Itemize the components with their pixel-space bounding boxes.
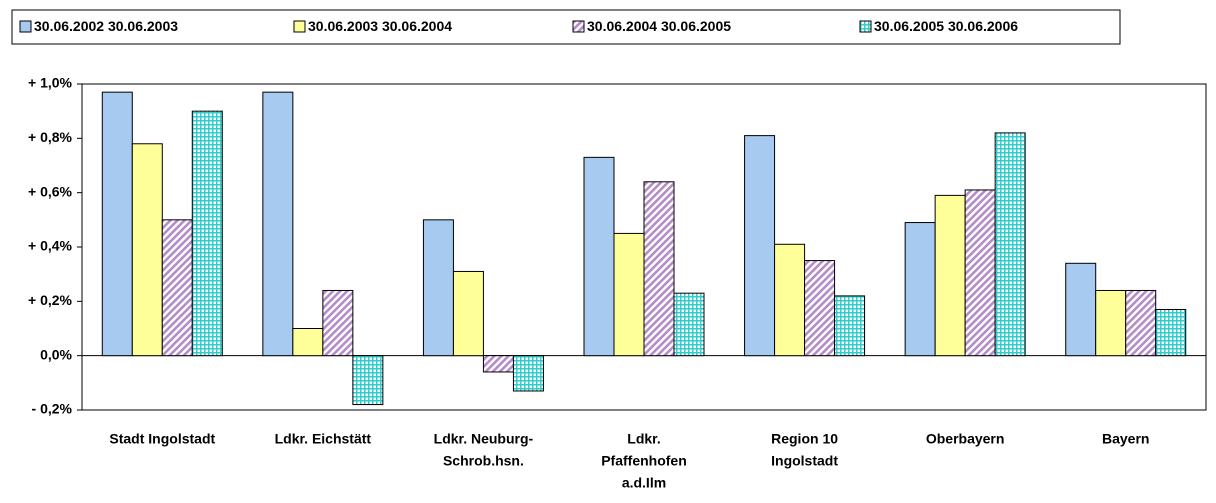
- bar: [131, 143, 163, 357]
- x-tick-label: a.d.Ilm: [622, 475, 666, 491]
- legend-marker: [859, 20, 872, 33]
- y-tick-label: + 0,8%: [28, 129, 73, 145]
- legend-marker: [293, 20, 306, 33]
- x-tick-label: Ldkr.: [627, 431, 660, 447]
- bar: [262, 91, 294, 357]
- legend-marker: [19, 20, 32, 33]
- bar: [191, 110, 223, 357]
- legend-label: 30.06.2003 30.06.2004: [308, 18, 452, 34]
- bar: [643, 181, 675, 357]
- bar: [1065, 262, 1097, 357]
- y-tick-label: + 1,0%: [28, 75, 73, 91]
- bar: [1125, 289, 1157, 357]
- bar: [774, 243, 806, 357]
- bar: [1095, 289, 1127, 357]
- x-tick-label: Ingolstadt: [771, 453, 838, 469]
- x-tick-label: Pfaffenhofen: [601, 453, 687, 469]
- y-tick-label: + 0,6%: [28, 183, 73, 199]
- x-tick-label: Ldkr. Eichstätt: [275, 431, 372, 447]
- x-tick-label: Schrob.hsn.: [443, 453, 524, 469]
- legend-label: 30.06.2004 30.06.2005: [587, 18, 731, 34]
- y-tick-label: - 0,2%: [32, 401, 73, 417]
- y-tick-label: + 0,2%: [28, 292, 73, 308]
- bar: [101, 91, 133, 357]
- bar: [1155, 308, 1187, 357]
- x-tick-label: Region 10: [771, 431, 838, 447]
- bar: [964, 189, 996, 357]
- bar: [673, 292, 705, 357]
- bar: [161, 219, 193, 357]
- bar: [744, 135, 776, 357]
- bar: [352, 355, 384, 406]
- bar: [613, 232, 645, 357]
- bar: [482, 355, 514, 373]
- legend-marker: [572, 20, 585, 33]
- bar: [934, 194, 966, 357]
- x-tick-label: Bayern: [1102, 431, 1149, 447]
- bar: [834, 295, 866, 357]
- bar: [512, 355, 544, 392]
- bar: [452, 270, 484, 357]
- x-tick-label: Stadt Ingolstadt: [109, 431, 215, 447]
- x-tick-label: Oberbayern: [926, 431, 1005, 447]
- legend-label: 30.06.2002 30.06.2003: [34, 18, 178, 34]
- x-tick-label: Ldkr. Neuburg-: [434, 431, 534, 447]
- y-tick-label: + 0,4%: [28, 238, 73, 254]
- legend-label: 30.06.2005 30.06.2006: [874, 18, 1018, 34]
- bar: [994, 132, 1026, 357]
- bar: [804, 260, 836, 357]
- bar: [583, 156, 615, 357]
- bar: [322, 289, 354, 357]
- bar: [292, 328, 324, 357]
- legend-box: [11, 9, 1121, 45]
- y-tick-label: 0,0%: [40, 346, 72, 362]
- bar: [904, 222, 936, 357]
- bar: [422, 219, 454, 357]
